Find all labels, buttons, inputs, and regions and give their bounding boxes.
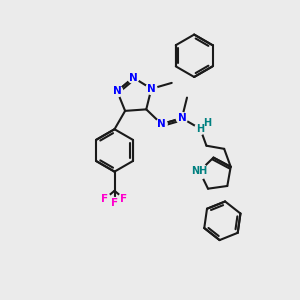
Circle shape bbox=[99, 193, 111, 204]
Circle shape bbox=[109, 197, 120, 209]
Text: N: N bbox=[147, 84, 156, 94]
Text: NH: NH bbox=[191, 166, 208, 176]
Circle shape bbox=[118, 193, 130, 204]
Text: H: H bbox=[196, 124, 204, 134]
Circle shape bbox=[128, 72, 139, 83]
Circle shape bbox=[112, 85, 123, 97]
Text: F: F bbox=[101, 194, 109, 204]
Text: F: F bbox=[120, 194, 128, 204]
Text: N: N bbox=[157, 119, 166, 129]
Text: N: N bbox=[113, 86, 122, 96]
Circle shape bbox=[156, 118, 167, 130]
Text: F: F bbox=[111, 198, 118, 208]
Circle shape bbox=[176, 112, 188, 124]
Circle shape bbox=[146, 83, 157, 94]
Circle shape bbox=[195, 123, 206, 134]
Text: H: H bbox=[204, 118, 212, 128]
Text: N: N bbox=[178, 113, 186, 123]
Circle shape bbox=[202, 117, 213, 128]
Text: N: N bbox=[129, 73, 138, 82]
Circle shape bbox=[191, 163, 207, 179]
